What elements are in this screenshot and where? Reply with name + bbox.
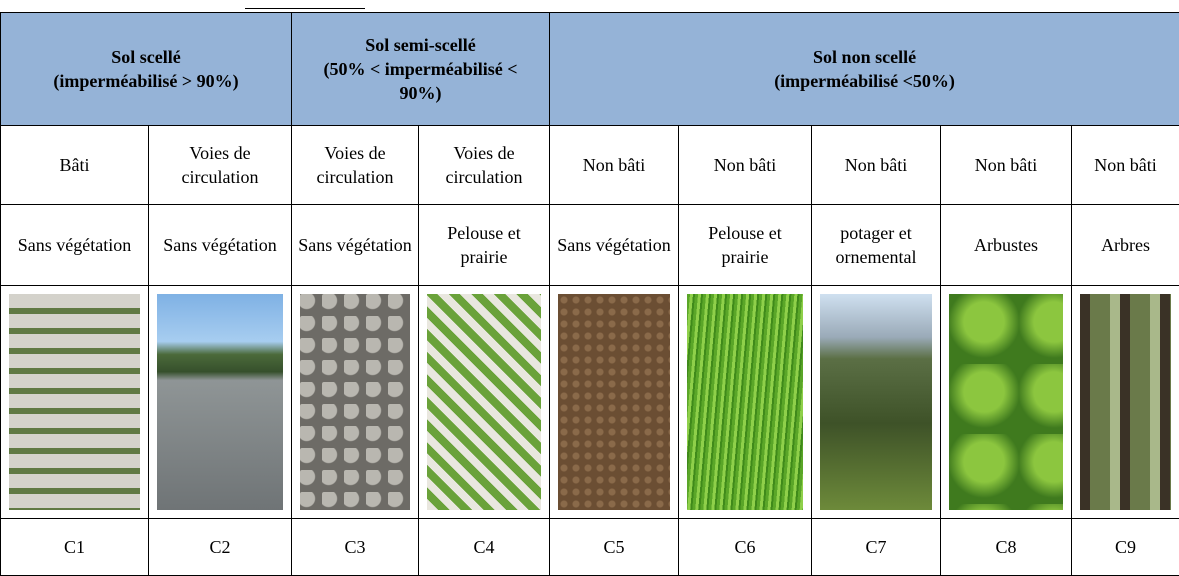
vegetation-cell: Sans végétation [292,205,419,286]
vegetation-cell: Pelouse et prairie [679,205,812,286]
image-cell [292,286,419,519]
usage-cell: Voies de circulation [149,126,292,205]
header-row: Sol scellé(imperméabilisé > 90%)Sol semi… [1,13,1179,126]
photo [820,294,932,510]
code-cell: C7 [812,519,941,576]
usage-cell: Non bâti [812,126,941,205]
code-cell: C3 [292,519,419,576]
image-cell [941,286,1072,519]
image-cell [1072,286,1179,519]
group-header: Sol semi-scellé(50% < imperméabilisé < 9… [292,13,550,126]
photo [9,294,140,510]
photo [157,294,283,510]
image-row [1,286,1179,519]
group-title: Sol scellé [5,45,287,69]
group-header: Sol scellé(imperméabilisé > 90%) [1,13,292,126]
photo [300,294,410,510]
usage-cell: Non bâti [941,126,1072,205]
usage-cell: Non bâti [679,126,812,205]
photo [427,294,541,510]
group-header: Sol non scellé(imperméabilisé <50%) [550,13,1179,126]
image-cell [679,286,812,519]
vegetation-cell: Sans végétation [550,205,679,286]
cut-caption [0,0,1179,12]
usage-cell: Bâti [1,126,149,205]
code-cell: C2 [149,519,292,576]
photo [949,294,1063,510]
usage-cell: Non bâti [1072,126,1179,205]
image-cell [1,286,149,519]
vegetation-cell: Arbres [1072,205,1179,286]
photo [1080,294,1171,510]
photo [558,294,670,510]
group-title: Sol non scellé [554,45,1175,69]
code-cell: C9 [1072,519,1179,576]
photo [687,294,803,510]
group-subtitle: (imperméabilisé <50%) [554,69,1175,93]
group-subtitle: (50% < imperméabilisé < 90%) [296,57,545,105]
group-title: Sol semi-scellé [296,33,545,57]
code-cell: C4 [419,519,550,576]
code-cell: C8 [941,519,1072,576]
image-cell [419,286,550,519]
image-cell [550,286,679,519]
usage-cell: Voies de circulation [292,126,419,205]
vegetation-cell: Sans végétation [149,205,292,286]
vegetation-cell: potager et ornemental [812,205,941,286]
vegetation-cell: Sans végétation [1,205,149,286]
code-cell: C5 [550,519,679,576]
image-cell [149,286,292,519]
code-cell: C6 [679,519,812,576]
caption-underline [245,8,365,9]
vegetation-cell: Arbustes [941,205,1072,286]
soil-table: Sol scellé(imperméabilisé > 90%)Sol semi… [0,12,1179,576]
usage-cell: Non bâti [550,126,679,205]
usage-cell: Voies de circulation [419,126,550,205]
code-cell: C1 [1,519,149,576]
vegetation-cell: Pelouse et prairie [419,205,550,286]
image-cell [812,286,941,519]
group-subtitle: (imperméabilisé > 90%) [5,69,287,93]
